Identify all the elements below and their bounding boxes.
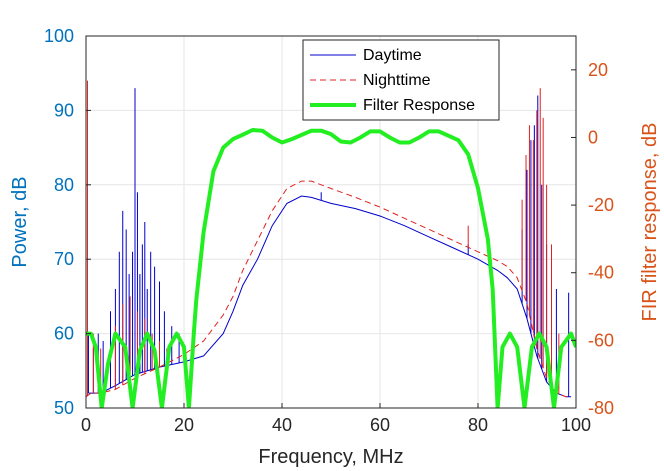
x-tick-label-5: 100 xyxy=(561,415,591,435)
y-left-tick-label-0: 50 xyxy=(54,398,74,418)
legend-label-nighttime: Nighttime xyxy=(363,72,431,89)
series-line-filter-response xyxy=(86,128,576,408)
y-right-tick-label-4: 0 xyxy=(588,127,598,147)
y-right-tick-label-0: -80 xyxy=(588,398,614,418)
y-left-tick-label-5: 100 xyxy=(44,26,74,46)
legend-label-daytime: Daytime xyxy=(363,47,422,64)
x-tick-label-1: 20 xyxy=(174,415,194,435)
y-right-tick-label-5: 20 xyxy=(588,60,608,80)
y-left-tick-label-2: 70 xyxy=(54,249,74,269)
axes-box xyxy=(85,35,577,409)
y-left-tick-label-1: 60 xyxy=(54,324,74,344)
legend-label-filter: Filter Response xyxy=(363,97,475,114)
y-left-axis-title: Power, dB xyxy=(9,176,31,267)
y-right-tick-label-3: -20 xyxy=(588,195,614,215)
x-axis-title: Frequency, MHz xyxy=(258,446,403,468)
series-line-nighttime xyxy=(86,180,572,398)
y-left-tick-label-4: 90 xyxy=(54,100,74,120)
x-tick-label-4: 80 xyxy=(468,415,488,435)
legend: Daytime Nighttime Filter Response xyxy=(302,39,500,121)
y-left-tick-label-3: 80 xyxy=(54,175,74,195)
y-right-axis-title: FIR filter response, dB xyxy=(639,123,661,322)
y-right-tick-label-2: -40 xyxy=(588,263,614,283)
x-tick-label-0: 0 xyxy=(81,415,91,435)
x-tick-label-2: 40 xyxy=(272,415,292,435)
y-right-tick-label-1: -60 xyxy=(588,330,614,350)
x-tick-label-3: 60 xyxy=(370,415,390,435)
plot-area xyxy=(86,80,576,408)
